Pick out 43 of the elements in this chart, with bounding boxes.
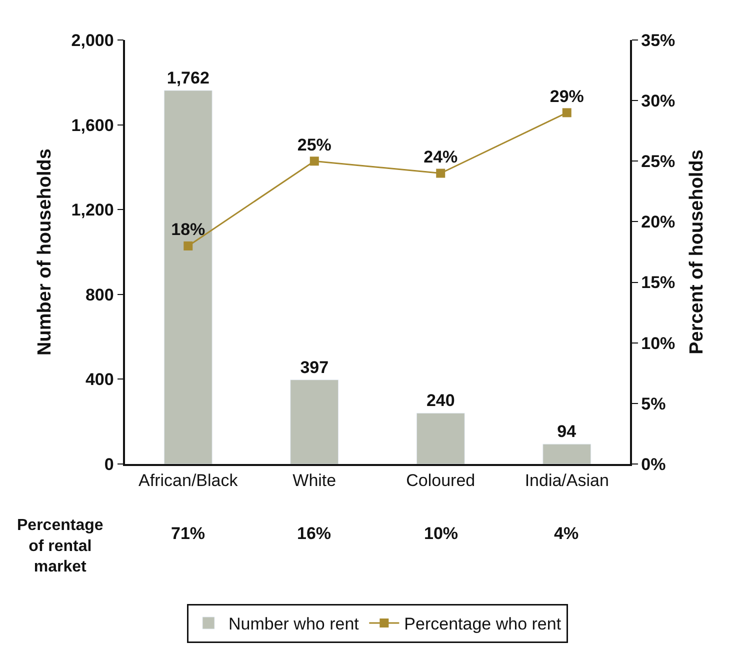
point <box>436 168 446 178</box>
y2-tick-label: 30% <box>641 92 676 111</box>
text: 10% <box>424 524 458 543</box>
y2-tick-label: 5% <box>641 394 666 414</box>
legend-label: Number who rent <box>228 614 360 634</box>
y2-tick-label: 25% <box>641 152 676 172</box>
y2-tick-label: 10% <box>641 334 676 353</box>
text: 4% <box>554 524 579 543</box>
y-tick-label: 0 <box>104 454 114 474</box>
y-tick-label: 1,200 <box>71 200 114 220</box>
y2-tick-label: 0% <box>641 454 666 474</box>
y2-tick-label: 20% <box>641 212 676 232</box>
y2-tick-label: 35% <box>641 30 676 50</box>
y2-tick-label: 15% <box>641 273 676 292</box>
text: Percentage of rental market <box>17 517 104 576</box>
data-label: 25% <box>297 135 332 154</box>
data-label: 24% <box>424 147 458 166</box>
bar <box>416 412 465 464</box>
x-tick-label: India/Asian <box>524 471 609 490</box>
y-tick-label: 800 <box>85 285 114 304</box>
x-tick-label: White <box>292 471 336 490</box>
legend-label: Percentage who rent <box>404 614 562 634</box>
text: 71% <box>171 524 206 543</box>
text: 16% <box>297 524 332 543</box>
y2-axis-title: Percent of households <box>686 150 708 354</box>
data-label: 397 <box>300 358 329 377</box>
data-label: 240 <box>426 391 455 410</box>
x-tick-label: African/Black <box>138 471 238 490</box>
y-axis-title: Number of households <box>34 148 56 356</box>
data-label: 94 <box>557 422 577 442</box>
bar <box>542 444 592 464</box>
bar <box>164 90 212 464</box>
point <box>310 156 319 166</box>
point <box>184 241 193 250</box>
bar <box>290 380 339 464</box>
data-label: 1,762 <box>166 68 210 88</box>
x-tick-label: Coloured <box>406 471 476 490</box>
y-tick-label: 1,600 <box>71 116 114 135</box>
y-tick-label: 400 <box>85 370 114 390</box>
data-label: 29% <box>550 86 584 106</box>
data-label: 18% <box>171 220 206 240</box>
point <box>562 108 572 118</box>
y-tick-label: 2,000 <box>71 30 114 50</box>
